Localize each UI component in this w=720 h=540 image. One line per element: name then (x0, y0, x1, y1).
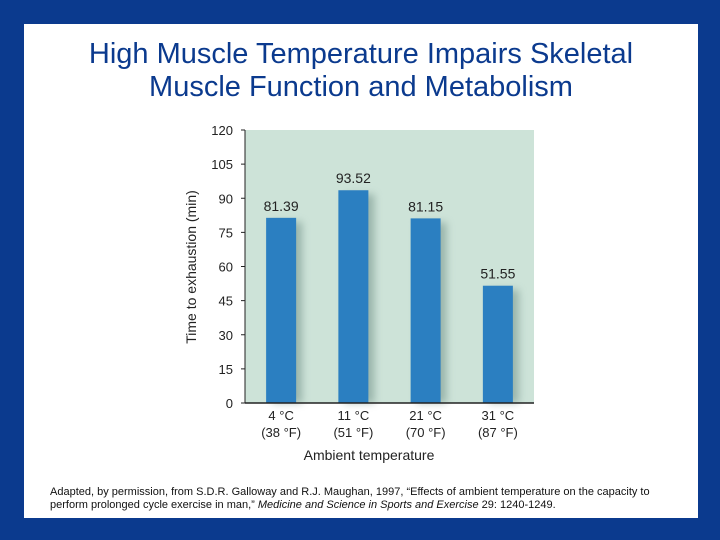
x-tick-label: 21 °C (409, 408, 442, 423)
x-tick-sublabel: (38 °F) (261, 425, 301, 440)
x-tick-sublabel: (51 °F) (333, 425, 373, 440)
caption-journal: Medicine and Science in Sports and Exerc… (257, 499, 479, 511)
y-tick-label: 120 (211, 123, 233, 138)
title-line-2: Muscle Function and Metabolism (149, 71, 573, 103)
y-tick-label: 105 (211, 157, 233, 172)
y-tick-label: 15 (219, 362, 233, 377)
caption-citation: 29: 1240-1249. (478, 499, 556, 511)
x-tick-label: 4 °C (268, 408, 293, 423)
slide: High Muscle Temperature Impairs Skeletal… (24, 24, 698, 518)
bar (482, 285, 513, 403)
title-line-1: High Muscle Temperature Impairs Skeletal (88, 38, 634, 70)
x-tick-label: 11 °C (338, 408, 370, 423)
bar-data-label: 93.52 (336, 170, 371, 186)
x-tick-sublabel: (87 °F) (478, 425, 518, 440)
caption-text: Adapted, by permission, from S.D.R. Gall… (50, 486, 650, 511)
bar (266, 217, 297, 403)
bar (410, 218, 441, 403)
y-tick-label: 0 (226, 396, 233, 411)
y-tick-label: 90 (219, 191, 233, 206)
y-axis-label: Time to exhaustion (min) (183, 190, 199, 344)
y-tick-label: 30 (219, 328, 233, 343)
bar-data-label: 81.39 (264, 198, 299, 214)
y-tick-label: 45 (219, 294, 233, 309)
bar (338, 190, 369, 403)
x-tick-label: 31 °C (482, 408, 515, 423)
slide-title: High Muscle Temperature Impairs Skeletal… (24, 38, 698, 104)
bar-data-label: 51.55 (480, 266, 515, 282)
y-tick-label: 75 (219, 225, 233, 240)
bar-chart: 81.39 93.52 81.15 51.55 0 15 30 45 60 75 90 105 120… (183, 123, 534, 463)
bar-data-label: 81.15 (408, 198, 443, 214)
y-tick-label: 60 (219, 260, 233, 275)
source-caption: Adapted, by permission, from S.D.R. Gall… (50, 486, 690, 512)
x-axis-label: Ambient temperature (304, 447, 435, 463)
x-tick-sublabel: (70 °F) (406, 425, 446, 440)
